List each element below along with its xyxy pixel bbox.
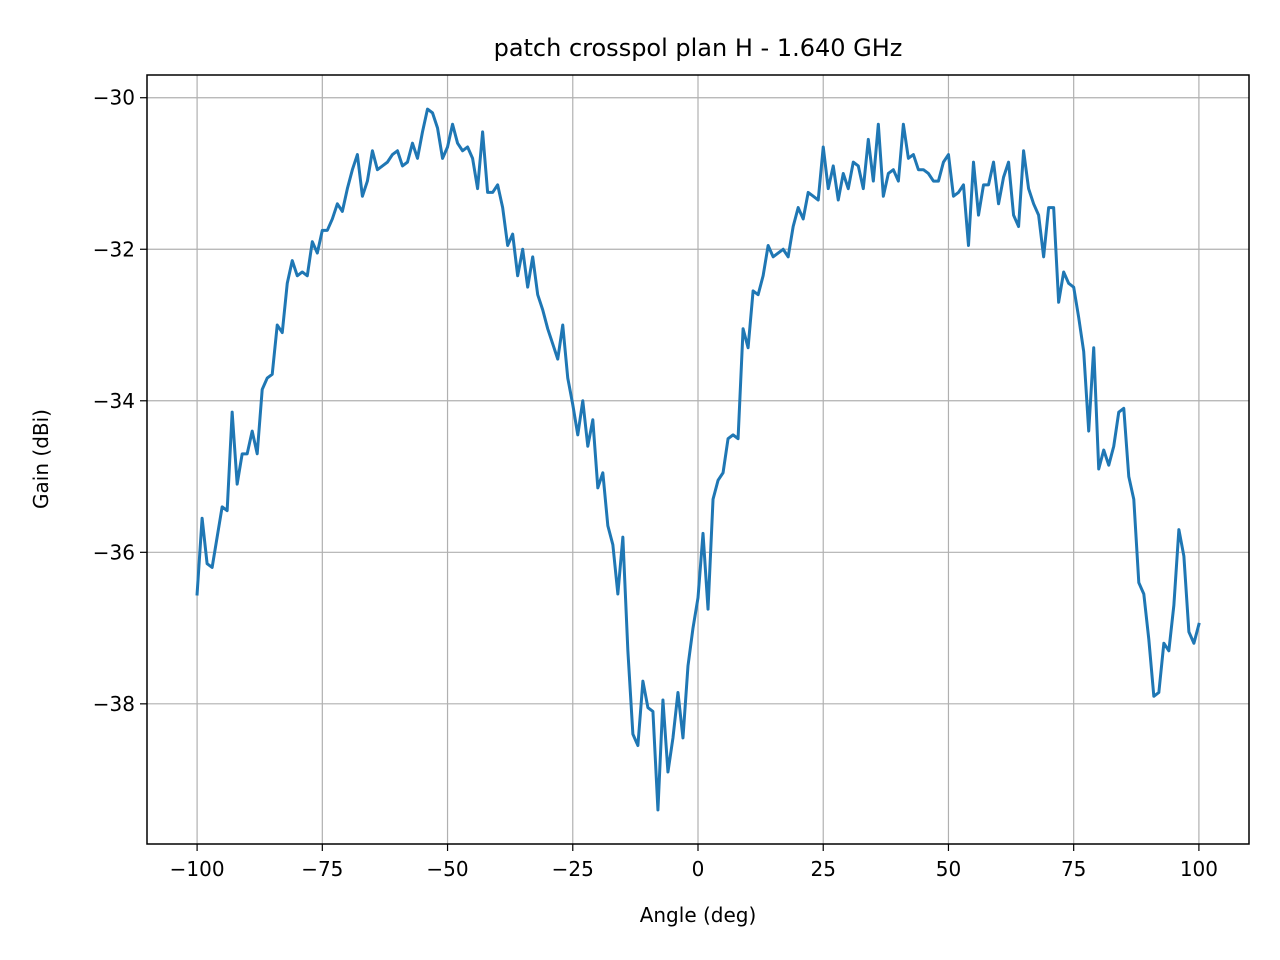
x-tick-label: −75 xyxy=(301,857,343,881)
x-tick-label: −50 xyxy=(426,857,468,881)
x-axis-label: Angle (deg) xyxy=(640,903,757,927)
x-tick-label: 25 xyxy=(811,857,836,881)
y-tick-label: −32 xyxy=(93,237,135,261)
chart-title: patch crosspol plan H - 1.640 GHz xyxy=(494,34,903,62)
x-tick-label: −25 xyxy=(552,857,594,881)
plot-frame xyxy=(146,74,1250,845)
y-tick-label: −34 xyxy=(93,389,135,413)
y-tick-label: −36 xyxy=(93,540,135,564)
x-tick-label: 0 xyxy=(692,857,705,881)
grid xyxy=(147,75,1249,844)
y-tick-label: −38 xyxy=(93,692,135,716)
y-tick-label: −30 xyxy=(93,86,135,110)
gain-line xyxy=(195,107,1201,812)
ticks: −100 −75 −50 −25 0 25 50 75 100 −30 −32 −34 −36 −38 xyxy=(93,86,1218,881)
x-tick-label: 50 xyxy=(936,857,961,881)
x-tick-label: 75 xyxy=(1061,857,1086,881)
x-tick-label: −100 xyxy=(170,857,225,881)
y-axis-label: Gain (dBi) xyxy=(29,409,53,509)
x-tick-label: 100 xyxy=(1180,857,1218,881)
